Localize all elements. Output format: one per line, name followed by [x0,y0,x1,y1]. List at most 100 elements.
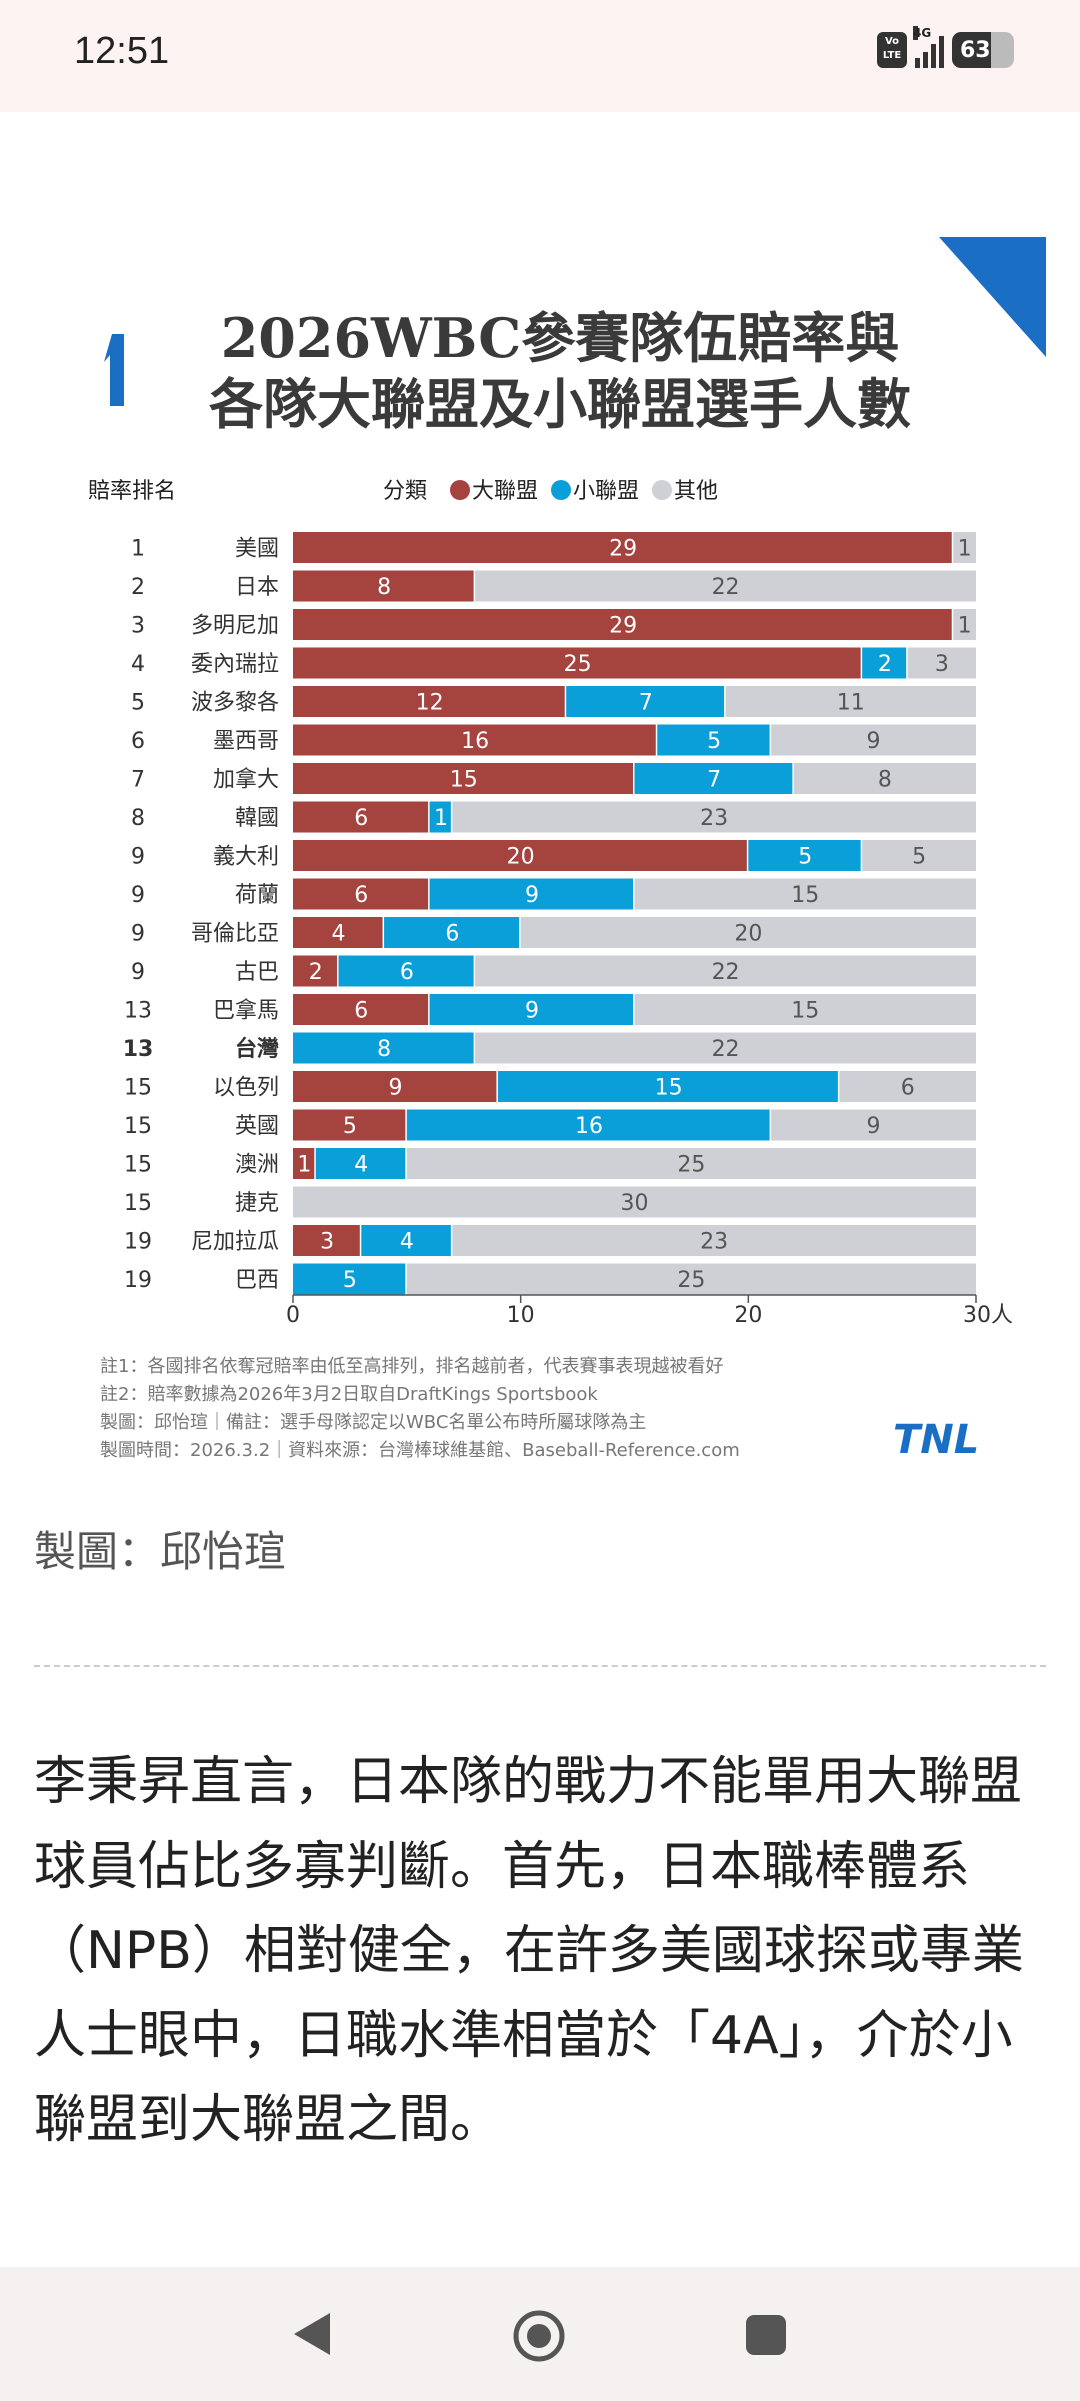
rank-label: 9 [131,922,145,947]
chart-title-line: 各隊大聯盟及小聯盟選手人數 [209,372,911,436]
category-label: 哥倫比亞 [191,922,279,947]
bar-value-label: 4 [354,1153,368,1178]
bar-value-label: 7 [639,691,653,716]
bar-segment [475,570,976,602]
bar-segment [839,1071,976,1102]
bar-value-label: 9 [388,1076,402,1101]
recents-button[interactable] [744,2313,788,2357]
rank-label: 2 [131,575,145,600]
bar-segment [634,878,976,910]
bar-value-label: 5 [343,1268,357,1293]
bar-value-label: 8 [878,768,892,793]
bar-segment [293,917,383,948]
bar-segment [953,609,976,640]
bar-value-label: 6 [354,883,368,908]
bar-value-label: 5 [912,845,926,870]
bar-value-label: 20 [507,845,535,870]
bar-value-label: 22 [712,575,740,600]
rank-label: 13 [123,1037,154,1062]
category-label: 古巴 [235,960,279,985]
category-label: 美國 [235,537,279,562]
bar-segment [566,686,725,717]
legend-title: 分類 [383,479,427,504]
tnl-logo: TNL [893,1417,979,1463]
rank-label: 9 [131,845,145,870]
bar-segment [406,1148,976,1179]
bar-value-label: 30 [621,1191,649,1216]
bar-value-label: 25 [564,652,592,677]
bar-value-label: 3 [935,652,949,677]
bar-segment [293,840,747,871]
bar-value-label: 20 [734,922,762,947]
chart-title-line: 2026WBC參賽隊伍賠率與 [221,306,900,370]
category-label: 韓國 [235,806,279,831]
bar-segment [725,686,976,717]
category-label: 巴拿馬 [213,998,279,1024]
rank-label: 4 [131,652,145,677]
article-paragraph: 李秉昇直言，日本隊的戰力不能單用大聯盟球員佔比多寡判斷。首先，日本職棒體系（NP… [34,1752,1024,2150]
bar-segment [338,955,474,987]
bar-value-label: 3 [320,1230,334,1255]
bar-segment [497,1071,838,1102]
bar-segment [293,609,952,640]
bar-value-label: 6 [400,960,414,985]
bar-segment [293,686,565,717]
back-button[interactable] [290,2309,334,2359]
bar-value-label: 12 [416,691,444,716]
corner-triangle-decoration [939,237,1046,357]
category-label: 以色列 [213,1076,279,1101]
bar-value-label: 16 [575,1114,603,1139]
bar-segment [475,955,976,987]
bar-segment [293,1148,315,1179]
bar-value-label: 9 [525,883,539,908]
bar-segment [452,1225,976,1256]
bar-value-label: 1 [958,614,972,639]
bar-value-label: 2 [309,960,323,985]
bar-segment [953,532,976,563]
bar-segment [361,1225,451,1256]
bar-segment [293,532,952,563]
bar-value-label: 8 [377,1037,391,1062]
bar-value-label: 4 [332,922,346,947]
rank-label: 15 [124,1153,152,1178]
bar-value-label: 5 [798,845,812,870]
bar-segment [293,1225,360,1256]
legend-label: 小聯盟 [573,479,639,504]
x-tick-label: 10 [507,1303,535,1328]
bar-segment [315,1148,406,1179]
legend-label: 大聯盟 [472,479,538,504]
bar-segment [429,801,451,833]
rank-label: 19 [124,1230,152,1255]
legend-label: 其他 [674,479,718,504]
bar-segment [293,570,474,602]
bar-segment [862,647,907,679]
bar-value-label: 9 [867,1114,881,1139]
category-label: 墨西哥 [213,729,279,754]
bar-value-label: 1 [297,1153,311,1178]
home-button[interactable] [512,2309,566,2363]
bar-value-label: 15 [655,1076,683,1101]
bar-value-label: 25 [677,1153,705,1178]
bar-segment [293,1109,406,1141]
logo-mark-decoration [104,334,124,406]
bar-value-label: 23 [700,806,728,831]
rank-label: 9 [131,960,145,985]
bar-segment [429,994,633,1025]
category-label: 多明尼加 [191,614,279,639]
x-tick-label: 20 [734,1303,762,1328]
bar-value-label: 9 [867,729,881,754]
bar-value-label: 23 [700,1230,728,1255]
bar-value-label: 11 [837,691,865,716]
rank-label: 5 [131,691,145,716]
rank-label: 15 [124,1191,152,1216]
rank-label: 15 [124,1076,152,1101]
bar-segment [634,994,976,1025]
clock: 12:51 [74,30,170,72]
status-bar: 12:51 Vo LTE 4G 63 [0,0,1080,112]
bar-value-label: 15 [450,768,478,793]
bar-value-label: 5 [707,729,721,754]
bar-segment [657,724,770,756]
bar-segment [293,1263,406,1295]
bar-value-label: 29 [609,614,637,639]
